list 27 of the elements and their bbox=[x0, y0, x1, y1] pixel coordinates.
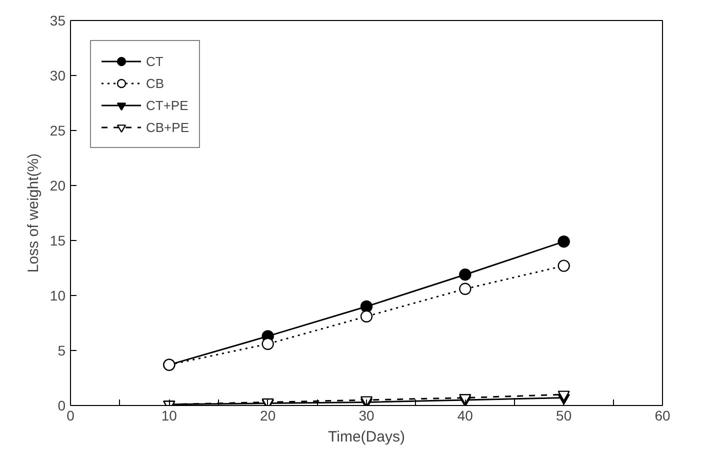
point bbox=[459, 282, 472, 295]
x-axis-title: Time(Days) bbox=[328, 428, 405, 446]
point bbox=[558, 260, 570, 272]
y-tick-label: 25 bbox=[50, 122, 66, 138]
point bbox=[262, 338, 274, 350]
x-tick-label: 50 bbox=[556, 408, 572, 424]
y-tick-label: 20 bbox=[50, 178, 66, 194]
point bbox=[360, 300, 373, 313]
y-tick-label: 0 bbox=[58, 398, 66, 414]
x-tick-label: 10 bbox=[161, 408, 178, 424]
x-tick-label: 30 bbox=[358, 408, 374, 424]
y-tick-label: 10 bbox=[50, 288, 66, 304]
point bbox=[459, 268, 472, 281]
legend-label: CB+PE bbox=[146, 120, 189, 134]
y-tick-label: 30 bbox=[50, 68, 66, 84]
x-tick-label: 40 bbox=[457, 408, 474, 424]
point bbox=[558, 236, 570, 248]
x-tick-label: 20 bbox=[260, 408, 276, 424]
y-tick-label: 35 bbox=[50, 12, 66, 28]
legend-label: CB bbox=[146, 76, 166, 90]
x-tick-label: 60 bbox=[654, 408, 670, 424]
y-axis-title: Loss of weight(%) bbox=[24, 153, 42, 273]
legend-label: CT bbox=[146, 54, 164, 68]
y-tick-label: 15 bbox=[50, 232, 66, 248]
y-tick-label: 5 bbox=[58, 342, 66, 358]
point bbox=[360, 310, 373, 322]
legend-label: CT+PE bbox=[146, 98, 188, 112]
